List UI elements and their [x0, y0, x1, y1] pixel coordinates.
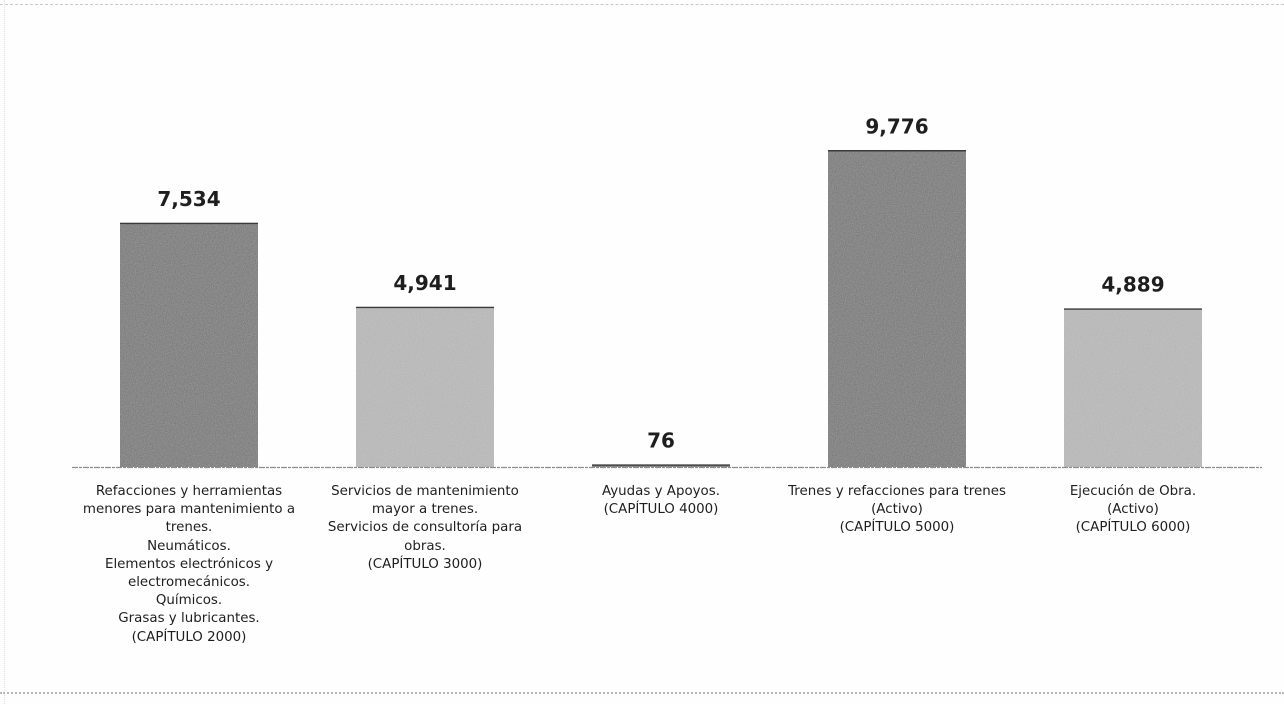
value-labels-group: 7,534 4,941 76 9,776 4,889 [157, 114, 1164, 452]
category-label-line: (Activo) [871, 502, 923, 518]
category-label-line: Ayudas y Apoyos. [602, 484, 720, 499]
category-label-5: Ejecución de Obra. (Activo) (CAPÍTULO 6000… [1018, 483, 1248, 538]
category-label-line: Neumáticos. [147, 538, 231, 554]
category-label-line: (CAPÍTULO 4000) [603, 502, 719, 518]
category-label-line: (CAPÍTULO 2000) [131, 629, 247, 645]
category-label-line: Servicios de mantenimiento [331, 484, 519, 499]
value-label-2: 4,941 [393, 271, 456, 295]
bar-2 [356, 306, 494, 467]
bars-group [120, 150, 1202, 467]
scan-border-top [0, 4, 1284, 5]
value-label-1: 7,534 [157, 187, 220, 211]
scan-border-left [4, 0, 5, 704]
category-label-line: trenes. [165, 520, 213, 536]
category-label-line: obras. [404, 538, 446, 554]
category-label-line: Grasas y lubricantes. [118, 611, 260, 627]
category-label-3: Ayudas y Apoyos. (CAPÍTULO 4000) [546, 483, 776, 519]
category-label-line: Ejecución de Obra. [1069, 484, 1197, 499]
value-label-5: 4,889 [1101, 273, 1164, 297]
value-label-3: 76 [647, 429, 675, 453]
value-label-4: 9,776 [865, 114, 928, 138]
category-label-line: Refacciones y herramientas [95, 484, 283, 499]
category-label-line: Elementos electrónicos y [105, 556, 273, 572]
category-label-line: menores para mantenimiento a [82, 502, 296, 518]
scan-border-bottom [0, 692, 1284, 694]
bar-5 [1064, 308, 1202, 467]
category-label-line: mayor a trenes. [371, 502, 479, 518]
bar-1 [120, 222, 258, 467]
category-label-line: Servicios de consultoría para [327, 520, 523, 536]
category-label-line: Químicos. [155, 593, 223, 609]
category-label-line: (CAPÍTULO 6000) [1075, 520, 1191, 536]
category-label-1: Refacciones y herramientas menores para m… [74, 483, 304, 647]
category-label-4: Trenes y refacciones para trenes (Activo)… [782, 483, 1012, 538]
category-label-line: Trenes y refacciones para trenes [788, 484, 1006, 499]
bar-3 [592, 464, 730, 467]
category-label-2: Servicios de mantenimiento mayor a trenes… [310, 483, 540, 574]
category-label-line: (CAPÍTULO 5000) [839, 520, 955, 536]
category-label-line: (Activo) [1107, 502, 1159, 518]
category-label-line: electromecánicos. [127, 575, 251, 591]
category-label-line: (CAPÍTULO 3000) [367, 556, 483, 572]
bar-4 [828, 150, 966, 467]
